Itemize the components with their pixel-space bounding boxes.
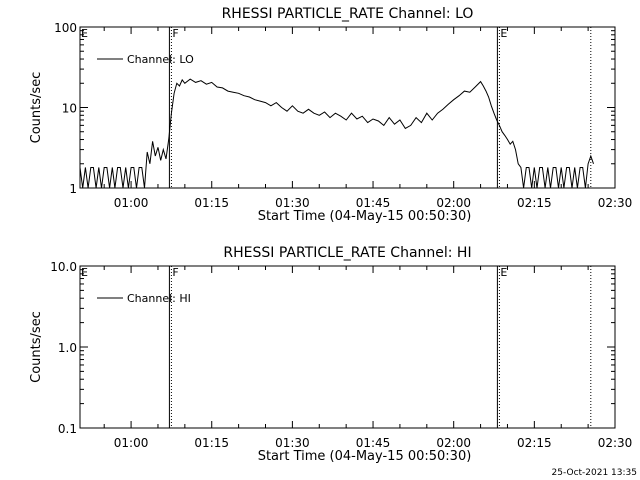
legend-label: Channel: HI bbox=[127, 292, 191, 305]
x-tick-label: 01:00 bbox=[114, 196, 149, 210]
hi-channel-panel: RHESSI PARTICLE_RATE Channel: HI 01:00 01:… bbox=[29, 245, 632, 464]
y-tick-label: 10 bbox=[62, 102, 77, 116]
y-tick-label: 1 bbox=[69, 182, 77, 196]
generation-timestamp: 25-Oct-2021 13:35 bbox=[552, 468, 637, 478]
chart-title: RHESSI PARTICLE_RATE Channel: LO bbox=[222, 6, 474, 22]
y-tick-label: 1.0 bbox=[58, 341, 77, 355]
y-tick-label: 0.1 bbox=[58, 422, 77, 436]
legend-label: Channel: LO bbox=[127, 53, 194, 66]
event-marker-label: F bbox=[172, 27, 178, 40]
x-axis-label: Start Time (04-May-15 00:50:30) bbox=[258, 209, 472, 224]
x-tick-label: 02:00 bbox=[436, 436, 471, 450]
event-marker-label: E bbox=[500, 266, 507, 279]
series-line bbox=[80, 78, 594, 188]
x-tick-label: 02:00 bbox=[436, 196, 471, 210]
x-tick-label: 01:45 bbox=[356, 436, 391, 450]
y-tick-label: 10.0 bbox=[50, 260, 77, 274]
x-tick-label: 01:30 bbox=[275, 436, 310, 450]
x-tick-label: 01:00 bbox=[114, 436, 149, 450]
y-tick-label: 100 bbox=[54, 21, 77, 35]
event-marker-label: F bbox=[172, 266, 178, 279]
event-marker-label: E bbox=[500, 27, 507, 40]
x-tick-label: 02:30 bbox=[598, 196, 633, 210]
x-tick-label: 02:15 bbox=[517, 196, 552, 210]
event-marker-label: E bbox=[81, 27, 88, 40]
x-tick-label: 02:30 bbox=[598, 436, 633, 450]
y-axis-label: Counts/sec bbox=[29, 311, 44, 383]
plot-frame bbox=[79, 265, 616, 429]
chart-title: RHESSI PARTICLE_RATE Channel: HI bbox=[223, 245, 471, 261]
x-axis-label: Start Time (04-May-15 00:50:30) bbox=[258, 449, 472, 464]
lo-channel-panel: RHESSI PARTICLE_RATE Channel: LO 01:00 01:… bbox=[29, 6, 632, 224]
x-tick-label: 01:15 bbox=[194, 436, 229, 450]
x-tick-label: 02:15 bbox=[517, 436, 552, 450]
event-marker-label: E bbox=[81, 266, 88, 279]
y-axis-label: Counts/sec bbox=[29, 72, 44, 144]
plot-frame bbox=[79, 26, 616, 189]
x-tick-label: 01:15 bbox=[194, 196, 229, 210]
x-tick-label: 01:45 bbox=[356, 196, 391, 210]
x-tick-label: 01:30 bbox=[275, 196, 310, 210]
